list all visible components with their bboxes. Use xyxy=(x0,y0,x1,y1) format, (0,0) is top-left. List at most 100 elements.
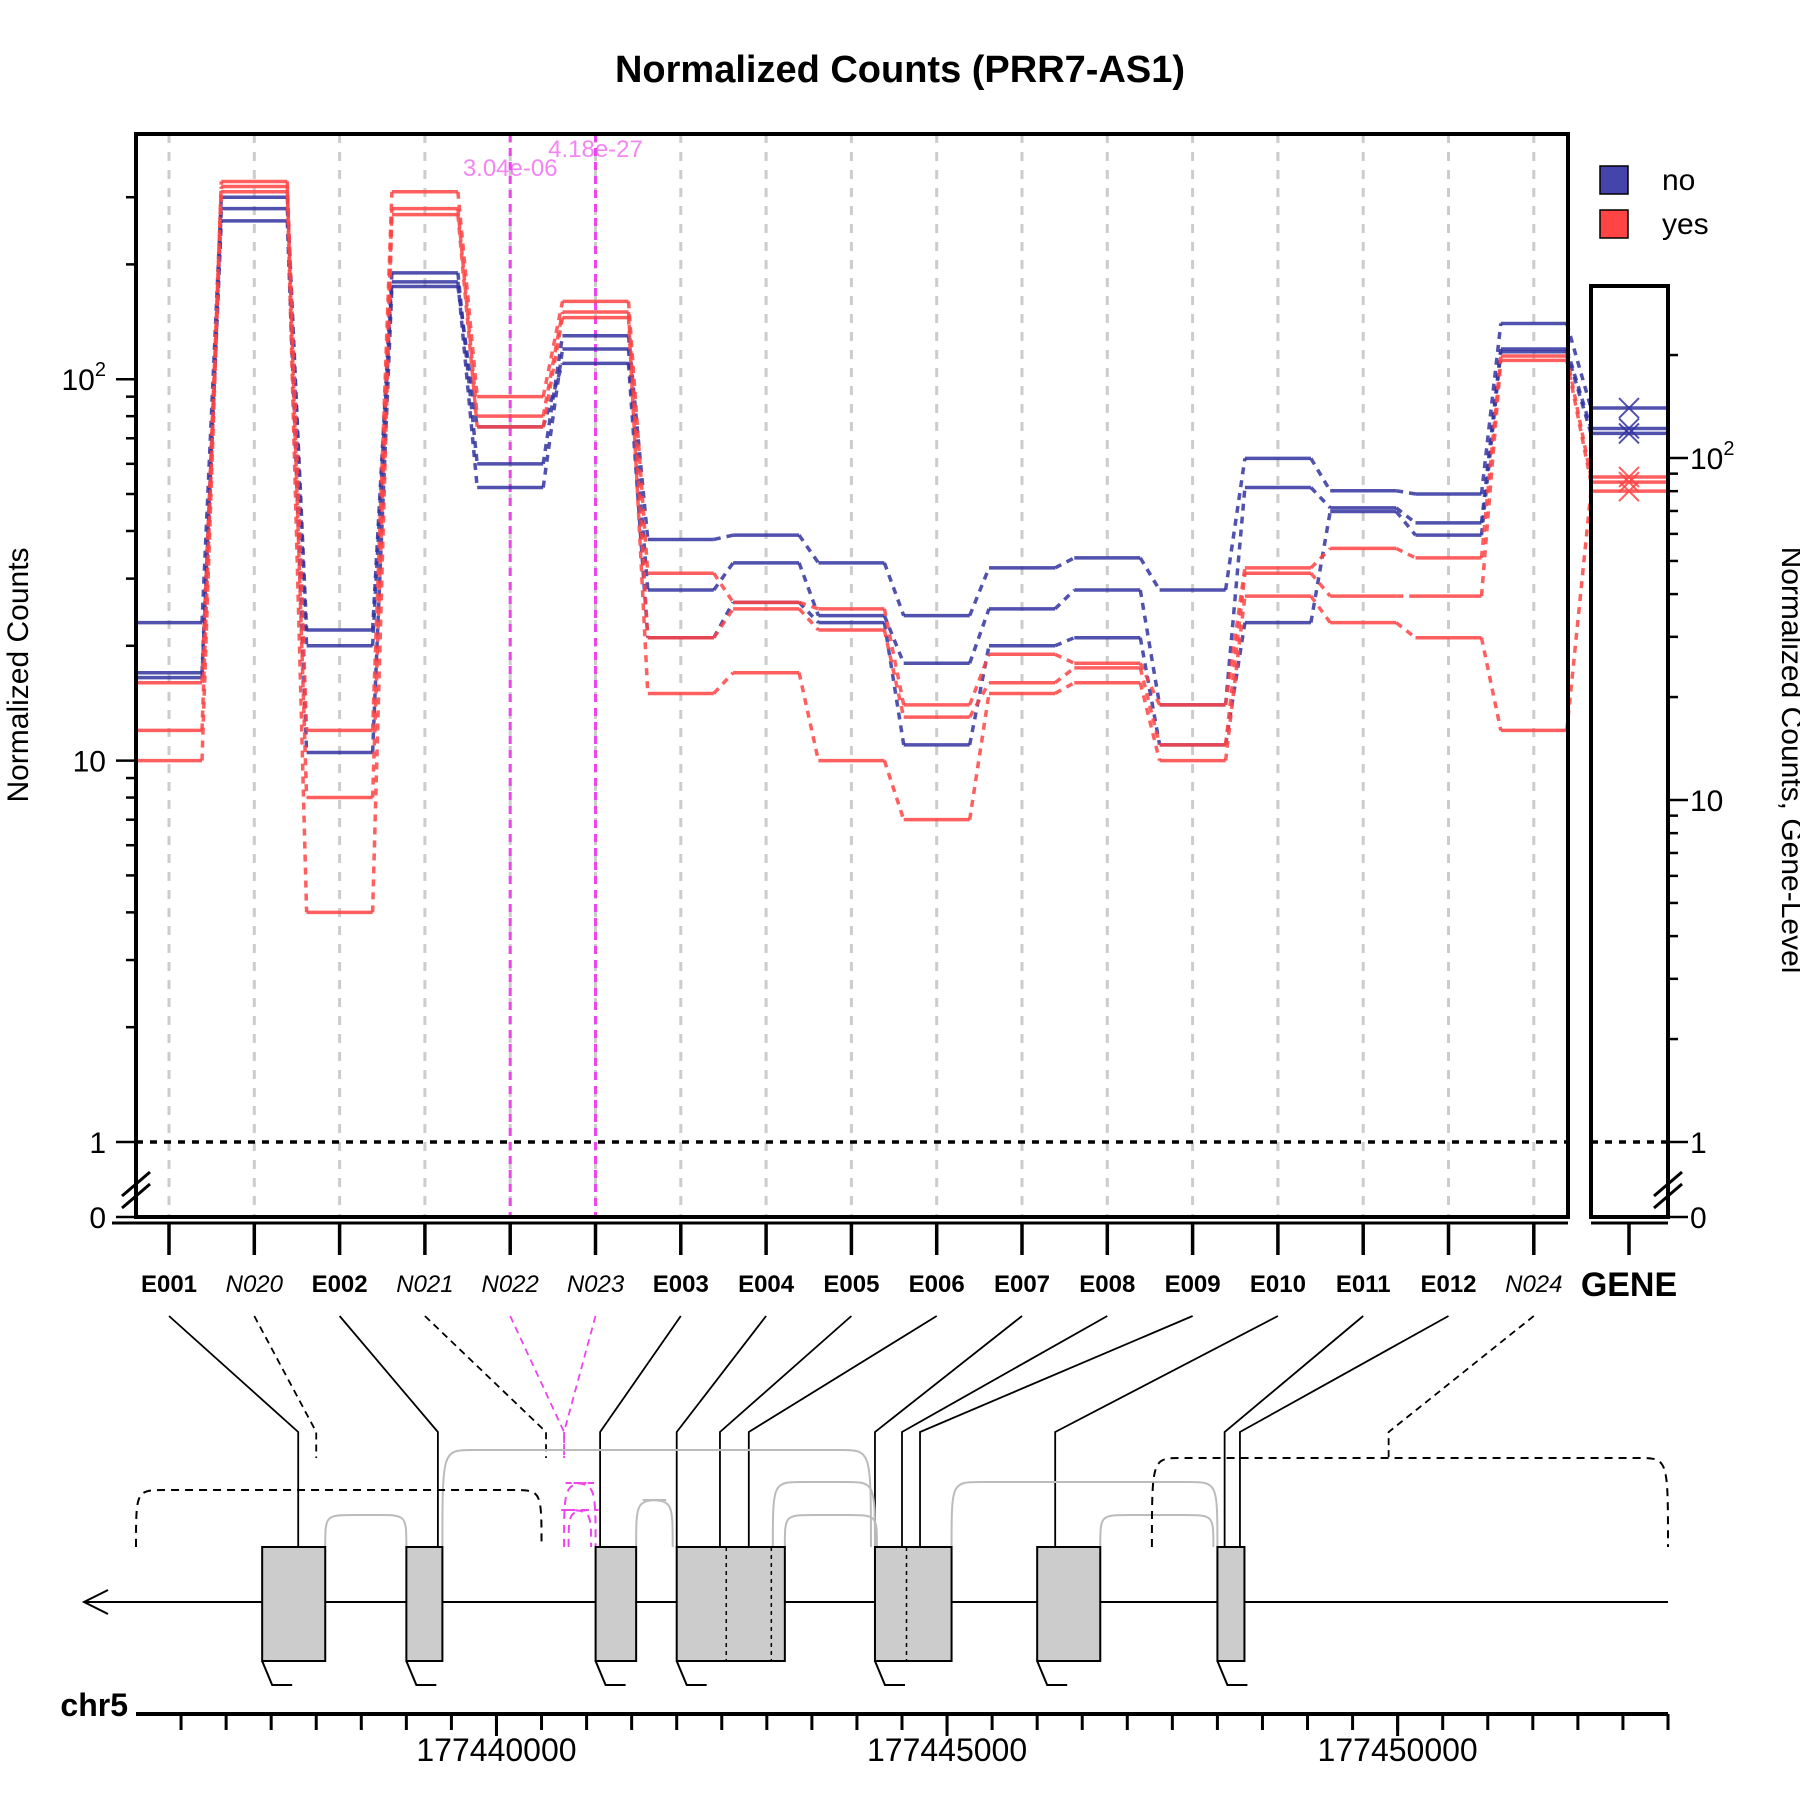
series-yes-connector-6 xyxy=(712,607,735,639)
connector-n021 xyxy=(424,1315,547,1458)
y-tick-label: 10 xyxy=(73,746,106,779)
legend-label-no: no xyxy=(1662,164,1695,197)
chromosome-label: chr5 xyxy=(60,1687,128,1723)
series-yes-connector-10 xyxy=(1054,681,1076,695)
series-yes-connector-3 xyxy=(456,191,479,397)
bin-label-e003: E003 xyxy=(653,1271,709,1298)
series-yes-connector-7 xyxy=(798,600,819,611)
gene-y-tick-label: 1 xyxy=(1690,1127,1707,1160)
series-no-connector-7 xyxy=(797,534,820,564)
bin-label-n021: N021 xyxy=(396,1271,453,1298)
series-no-connector-4 xyxy=(541,362,565,428)
splice-arcs xyxy=(135,1449,1669,1548)
series-no-gene-connector xyxy=(1565,322,1593,409)
exon-5 xyxy=(873,1546,953,1662)
series-no-connector-3 xyxy=(456,286,479,428)
series-yes-connector-9 xyxy=(967,693,991,820)
y-tick-label: 102 xyxy=(62,359,107,397)
series-no-connector-10 xyxy=(1054,556,1076,570)
series-no-connector-9 xyxy=(967,645,991,746)
series-yes-connector-9 xyxy=(968,653,991,706)
bin-label-e008: E008 xyxy=(1079,1271,1135,1298)
exon-tss-mark-7 xyxy=(1216,1660,1248,1686)
series-no-connector-12 xyxy=(1223,458,1247,591)
series-yes-connector-7 xyxy=(797,607,820,632)
series-no-connector-10 xyxy=(1053,588,1076,611)
series-yes-connector-12 xyxy=(1223,595,1247,761)
gene-y-tick-label: 102 xyxy=(1690,438,1735,476)
series-yes-connector-4 xyxy=(541,317,565,428)
bin-connectors xyxy=(168,1315,1535,1547)
connector-e011 xyxy=(1223,1315,1364,1547)
connector-e007 xyxy=(874,1315,1023,1547)
series-no-connector-8 xyxy=(882,562,906,617)
series-yes-connector-13 xyxy=(1309,547,1332,570)
series-yes-connector-11 xyxy=(1138,667,1162,746)
series-yes-connector-6 xyxy=(712,671,735,695)
main-plot-frame xyxy=(134,132,1570,1219)
series-no-connector-1 xyxy=(285,208,309,646)
axes: 0 1 10 102 0 1 10 102 xyxy=(62,195,1735,1255)
connector-e003 xyxy=(599,1315,682,1547)
connector-n024 xyxy=(1387,1315,1535,1458)
y-axis-break xyxy=(121,1170,151,1210)
exon-3 xyxy=(594,1546,638,1662)
series-no-connector-13 xyxy=(1309,511,1332,623)
series-no-connector-11 xyxy=(1138,637,1162,746)
series-no-connector-9 xyxy=(968,567,991,617)
series-yes-gene-connector xyxy=(1565,490,1593,731)
data-series xyxy=(136,179,1668,915)
series-yes-connector-12 xyxy=(1223,572,1247,746)
series-yes-connector-14 xyxy=(1395,546,1417,560)
splice-arc-5 xyxy=(783,1514,878,1548)
series-no-connector-4 xyxy=(541,335,565,465)
bin-label-e005: E005 xyxy=(823,1271,879,1298)
series-yes-connector-1 xyxy=(285,191,309,913)
series-yes-connector-5 xyxy=(626,317,650,694)
splice-arc-7 xyxy=(1099,1514,1215,1548)
y-tick-label: 0 xyxy=(89,1202,106,1235)
novel-arc-n024 xyxy=(1150,1457,1669,1548)
series-yes-connector-13 xyxy=(1309,595,1332,624)
series-no-connector-13 xyxy=(1309,486,1332,510)
series-no-connector-3 xyxy=(456,281,479,488)
connector-e001 xyxy=(168,1315,300,1547)
series-no-connector-15 xyxy=(1479,351,1503,536)
bin-label-e006: E006 xyxy=(909,1271,965,1298)
series-yes-connector-1 xyxy=(285,181,309,731)
gene-y-tick-label: 10 xyxy=(1690,785,1723,818)
gene-plot-frame xyxy=(1589,284,1670,1219)
exon-2 xyxy=(405,1546,444,1662)
series-no-gene-connector xyxy=(1565,351,1593,434)
series-no-connector-6 xyxy=(713,533,734,542)
gene-y-tick-label: 0 xyxy=(1690,1202,1707,1235)
series-yes-connector-6 xyxy=(712,572,735,604)
bin-label-n023: N023 xyxy=(567,1271,625,1298)
legend-swatch-yes xyxy=(1599,209,1629,239)
bin-label-n020: N020 xyxy=(226,1271,284,1298)
novel-arc-n023-inner xyxy=(561,1509,599,1548)
exon-6 xyxy=(1036,1546,1102,1662)
series-no-connector-15 xyxy=(1479,323,1503,495)
series-no-connector-13 xyxy=(1309,457,1332,492)
bin-label-e007: E007 xyxy=(994,1271,1050,1298)
series-yes-gene-marker xyxy=(1618,480,1640,502)
connector-e006 xyxy=(747,1315,938,1547)
series-no-connector-12 xyxy=(1223,487,1247,706)
connector-e002 xyxy=(338,1315,439,1547)
splice-arc-2 xyxy=(441,1449,872,1548)
gene-y-axis-break xyxy=(1653,1170,1683,1210)
exon-tss-mark-1 xyxy=(261,1660,293,1686)
significance-markers: 3.04e-064.18e-27 xyxy=(463,134,643,1217)
exon-tss-mark-2 xyxy=(405,1660,437,1686)
gene-track xyxy=(81,1546,1668,1686)
series-no-connector-8 xyxy=(882,614,906,664)
gene-bin-label: GENE xyxy=(1581,1266,1677,1304)
series-no-connector-9 xyxy=(968,608,991,664)
series-yes-connector-8 xyxy=(882,760,906,821)
series-no-connector-11 xyxy=(1138,589,1162,706)
legend-label-yes: yes xyxy=(1662,208,1709,241)
series-no-connector-7 xyxy=(797,562,821,617)
connector-e005 xyxy=(719,1315,852,1547)
bin-label-e010: E010 xyxy=(1250,1271,1306,1298)
